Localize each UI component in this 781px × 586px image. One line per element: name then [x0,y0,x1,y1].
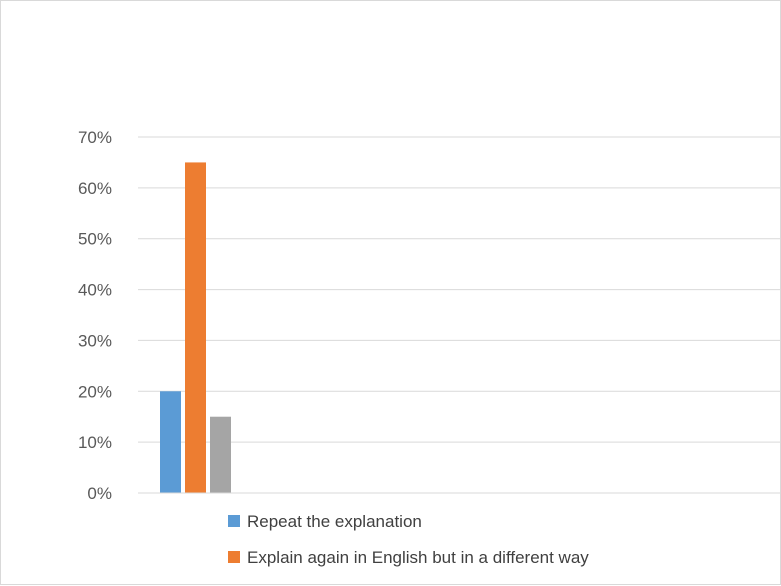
legend-label-explain-again: Explain again in English but in a differ… [247,548,589,567]
legend-label-repeat: Repeat the explanation [247,512,422,531]
y-tick-label: 20% [78,382,112,401]
y-tick-label: 10% [78,433,112,452]
gridlines [138,136,781,443]
y-tick-label: 30% [78,331,112,350]
y-tick-label: 0% [87,484,112,503]
bars [160,162,231,493]
y-tick-label: 70% [78,128,112,147]
y-tick-label: 50% [78,230,112,249]
bar-series-1 [185,162,206,493]
legend-swatch-explain-again [228,551,240,563]
legend-swatch-repeat [228,515,240,527]
legend: Repeat the explanation Explain again in … [228,512,589,567]
y-tick-label: 60% [78,179,112,198]
bar-series-2 [210,416,231,493]
y-tick-label: 40% [78,281,112,300]
y-axis-tick-labels: 0% 10% 20% 30% 40% 50% 60% 70% [78,128,112,503]
bar-series-0 [160,391,181,493]
